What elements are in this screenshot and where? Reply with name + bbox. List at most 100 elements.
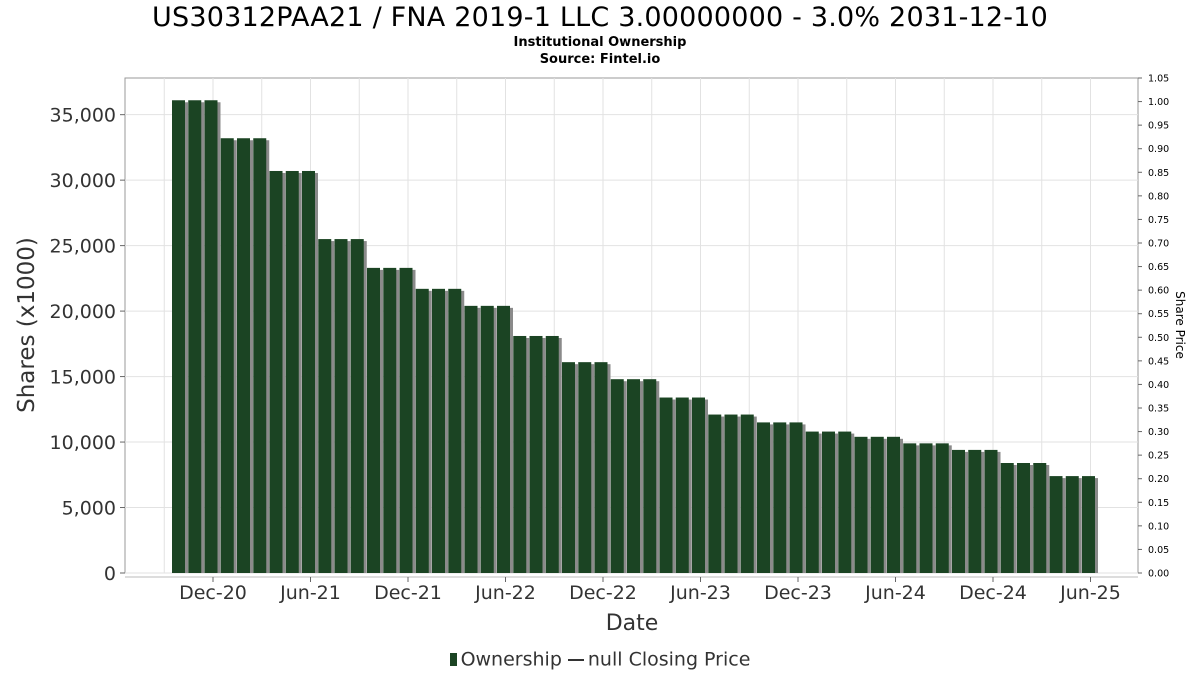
x-tick-label: Dec-20: [179, 582, 247, 604]
ownership-bar: [350, 239, 364, 574]
ownership-bar: [740, 414, 754, 573]
y2-tick-label: 0.25: [1148, 451, 1169, 462]
y2-tick-label: 0.50: [1148, 333, 1169, 344]
ownership-bar: [627, 379, 640, 573]
axes-layer: 0 5,000 10,000 15,000 20,000 25,000 30,000 35,0…: [50, 74, 1170, 605]
x-tick-label: Jun-22: [474, 582, 536, 604]
ownership-bar: [1033, 463, 1047, 573]
y2-tick-label: 0.00: [1148, 569, 1169, 580]
ownership-bar: [220, 138, 234, 573]
x-tick-label: Dec-22: [569, 582, 637, 604]
y-tick-label: 15,000: [50, 367, 116, 389]
y2-tick-label: 0.40: [1148, 380, 1169, 391]
ownership-bar: [692, 397, 705, 573]
legend-ownership-label: Ownership: [460, 648, 562, 671]
ownership-bar: [562, 362, 575, 573]
y2-tick-label: 0.30: [1148, 427, 1169, 438]
y2-tick-label: 0.15: [1148, 498, 1169, 509]
ownership-bar: [513, 335, 527, 573]
ownership-bar: [448, 288, 462, 573]
bars-layer: [172, 100, 1098, 574]
legend: Ownership null Closing Price: [0, 648, 1200, 671]
ownership-bar: [838, 431, 852, 573]
x-tick-label: Dec-24: [959, 582, 1027, 604]
ownership-bar: [285, 170, 299, 573]
ownership-bar: [757, 422, 770, 573]
ownership-bar: [887, 436, 900, 573]
ownership-bar: [984, 449, 998, 573]
y-tick-label: 0: [104, 563, 116, 585]
ownership-bar: [675, 397, 689, 573]
ownership-bar: [302, 170, 315, 573]
ownership-bar: [367, 267, 380, 573]
x-tick-label: Dec-23: [764, 582, 832, 604]
ownership-bar: [903, 443, 917, 573]
ownership-bar: [399, 267, 413, 573]
y2-tick-label: 0.55: [1148, 309, 1169, 320]
ownership-bar: [1017, 463, 1030, 573]
ownership-bar: [594, 362, 608, 573]
ownership-bar: [870, 436, 884, 573]
x-tick-label: Jun-21: [279, 582, 341, 604]
ownership-bar: [432, 288, 445, 573]
ownership-bar: [1065, 476, 1079, 573]
ownership-bar: [1000, 463, 1014, 573]
y2-tick-label: 0.80: [1148, 191, 1169, 202]
ownership-bar: [1082, 476, 1095, 573]
price-legend-swatch: [567, 658, 584, 661]
y2-tick-label: 0.35: [1148, 404, 1169, 415]
ownership-bar: [1049, 476, 1063, 573]
y-tick-label: 10,000: [50, 432, 116, 454]
ownership-bar: [919, 443, 933, 573]
y2-tick-label: 0.05: [1148, 545, 1169, 556]
ownership-bar: [172, 100, 185, 573]
y2-tick-label: 0.85: [1148, 168, 1169, 179]
ownership-bar: [952, 449, 965, 573]
y2-tick-label: 0.75: [1148, 215, 1169, 226]
x-tick-label: Dec-21: [374, 582, 442, 604]
ownership-bar: [968, 449, 982, 573]
y-axis-label: Shares (x1000): [14, 237, 40, 413]
y2-tick-label: 0.10: [1148, 521, 1169, 532]
x-tick-label: Jun-23: [669, 582, 731, 604]
y2-tick-label: 1.00: [1148, 97, 1169, 108]
y2-tick-label: 0.60: [1148, 286, 1169, 297]
y2-axis-label: Share Price: [1173, 291, 1187, 359]
y2-tick-label: 0.45: [1148, 356, 1169, 367]
x-tick-label: Jun-25: [1059, 582, 1121, 604]
ownership-bar: [529, 335, 543, 573]
ownership-bar: [935, 443, 949, 573]
ownership-bar: [643, 379, 657, 573]
ownership-bar: [822, 431, 835, 573]
ownership-bar: [805, 431, 819, 573]
y-tick-label: 20,000: [50, 301, 116, 323]
y-tick-label: 5,000: [62, 498, 116, 520]
ownership-bar: [188, 100, 202, 573]
ownership-bar: [789, 422, 803, 573]
legend-price-label: null Closing Price: [587, 648, 751, 671]
ownership-legend-swatch: [449, 653, 457, 666]
ownership-bar: [464, 305, 478, 573]
ownership-bar: [269, 170, 283, 573]
ownership-bar: [204, 100, 218, 573]
y-tick-label: 35,000: [50, 105, 116, 127]
ownership-bar: [318, 239, 332, 574]
ownership-bar: [497, 305, 510, 573]
ownership-bar: [854, 436, 868, 573]
ownership-bar: [708, 414, 722, 573]
chart-title: US30312PAA21 / FNA 2019-1 LLC 3.00000000…: [152, 2, 1048, 33]
x-axis-label: Date: [606, 611, 659, 636]
x-tick-label: Jun-24: [864, 582, 926, 604]
y2-tick-label: 0.20: [1148, 474, 1169, 485]
ownership-bar: [334, 239, 348, 574]
y-tick-label: 30,000: [50, 170, 116, 192]
ownership-bar: [724, 414, 738, 573]
y2-tick-label: 0.95: [1148, 121, 1169, 132]
ownership-bar: [545, 335, 559, 573]
chart-subtitle: Institutional Ownership: [513, 35, 687, 50]
y2-tick-label: 1.05: [1148, 74, 1169, 85]
ownership-bar: [659, 397, 673, 573]
y2-tick-label: 0.65: [1148, 262, 1169, 273]
y2-tick-label: 0.70: [1148, 239, 1169, 250]
